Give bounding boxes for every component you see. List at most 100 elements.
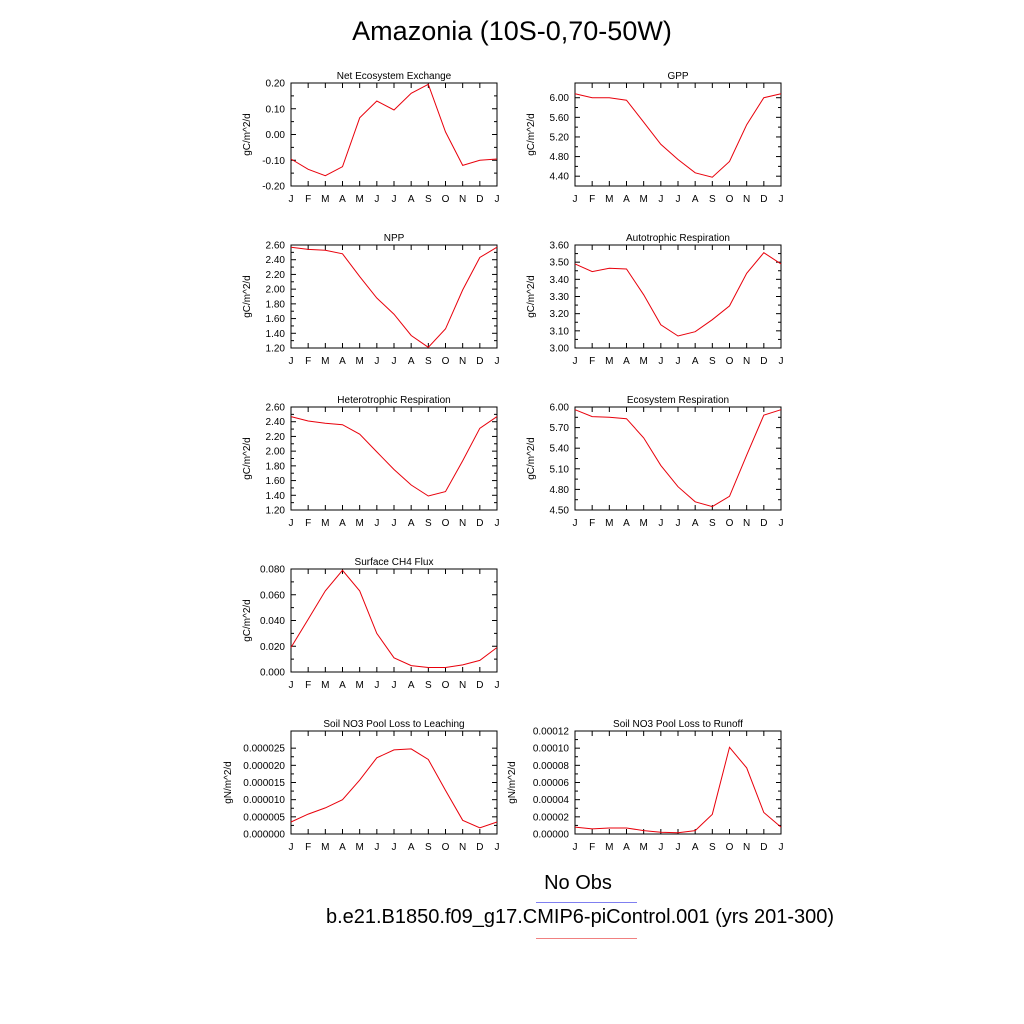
panel-5-title: Heterotrophic Respiration	[337, 395, 450, 406]
panel-5-xtick-label: F	[305, 518, 311, 529]
panel-6-xtick-label: J	[573, 518, 578, 529]
panel-8-frame	[290, 730, 498, 835]
panel-6-xtick-label: O	[726, 518, 734, 529]
panel-7-xtick-label: N	[459, 680, 466, 691]
panel-4-ytick-label: 3.20	[550, 309, 570, 320]
panel-2-xtick-label: J	[658, 194, 663, 205]
panel-9-xtick-label: A	[623, 842, 630, 853]
panel-3-xtick-label: M	[321, 356, 329, 367]
panel-1-xtick-label: D	[476, 194, 483, 205]
panel-3-xtick-label: O	[442, 356, 450, 367]
panel-7-title: Surface CH4 Flux	[355, 557, 434, 568]
panel-7-series-line	[290, 569, 498, 668]
figure-title: Amazonia (10S-0,70-50W)	[352, 16, 672, 46]
panel-1-ytick-label: -0.20	[262, 182, 285, 193]
panel-9-xtick-label: F	[589, 842, 595, 853]
panel-1-ylabel: gC/m^2/d	[242, 113, 253, 156]
panel-3-xtick-label: D	[476, 356, 483, 367]
panel-4-xtick-label: J	[676, 356, 681, 367]
panel-1-xtick-label: O	[442, 194, 450, 205]
panel-6-xtick-label: S	[709, 518, 716, 529]
panel-6-xtick-label: J	[676, 518, 681, 529]
panel-9-ytick-label: 0.00010	[533, 744, 570, 755]
panel-3-ytick-label: 1.60	[266, 314, 286, 325]
panel-7-xtick-label: A	[339, 680, 346, 691]
panel-6-ylabel: gC/m^2/d	[526, 437, 537, 480]
panel-5-ytick-label: 2.40	[266, 417, 286, 428]
panel-2-xtick-label: J	[779, 194, 784, 205]
panel-4-ylabel: gC/m^2/d	[526, 275, 537, 318]
panel-5-xtick-label: M	[355, 518, 363, 529]
panel-3-ytick-label: 2.40	[266, 255, 286, 266]
panel-7-xtick-label: A	[408, 680, 415, 691]
panel-4-xtick-label: O	[726, 356, 734, 367]
panel-3-ytick-label: 1.20	[266, 344, 286, 355]
panel-2-xtick-label: A	[692, 194, 699, 205]
panel-8-xtick-label: M	[321, 842, 329, 853]
panel-9-xtick-label: J	[676, 842, 681, 853]
panel-8-ylabel: gN/m^2/d	[223, 761, 234, 804]
panel-4-xtick-label: J	[779, 356, 784, 367]
panel-9-xtick-label: J	[779, 842, 784, 853]
panel-1-series-line	[290, 83, 498, 177]
panel-9-xtick-label: N	[743, 842, 750, 853]
panel-4-xtick-label: F	[589, 356, 595, 367]
panel-9-ytick-label: 0.00012	[533, 727, 570, 738]
panel-3-xtick-label: J	[374, 356, 379, 367]
panel-8-xtick-label: J	[374, 842, 379, 853]
panel-1-title: Net Ecosystem Exchange	[337, 71, 452, 82]
panel-6-series-line	[574, 409, 782, 508]
panel-7-ytick-label: 0.000	[260, 668, 285, 679]
panel-6-xtick-label: J	[658, 518, 663, 529]
panel-9-frame	[574, 730, 782, 835]
panel-5-xtick-label: N	[459, 518, 466, 529]
panel-8-xtick-label: O	[442, 842, 450, 853]
panel-1-xtick-label: A	[408, 194, 415, 205]
panel-1-ytick-label: 0.00	[266, 130, 286, 141]
panel-7-xtick-label: J	[289, 680, 294, 691]
panel-3-ytick-label: 2.60	[266, 241, 286, 252]
panel-2-ytick-label: 5.20	[550, 132, 570, 143]
panel-4-xtick-label: J	[658, 356, 663, 367]
panel-4-ytick-label: 3.50	[550, 258, 570, 269]
panel-9-xtick-label: J	[658, 842, 663, 853]
panel-6-frame	[574, 406, 782, 511]
panel-6-xtick-label: J	[779, 518, 784, 529]
panel-8-xtick-label: N	[459, 842, 466, 853]
panel-4-xtick-label: A	[692, 356, 699, 367]
panel-7-xtick-label: S	[425, 680, 432, 691]
panel-2-xtick-label: A	[623, 194, 630, 205]
panel-2-xtick-label: J	[573, 194, 578, 205]
panel-2-frame	[574, 82, 782, 187]
panel-5-xtick-label: M	[321, 518, 329, 529]
panel-7-ytick-label: 0.040	[260, 616, 285, 627]
panel-7-xtick-label: J	[392, 680, 397, 691]
panel-8-xtick-label: J	[289, 842, 294, 853]
panel-2-xtick-label: F	[589, 194, 595, 205]
panel-2-xtick-label: N	[743, 194, 750, 205]
panel-9-series-line	[574, 746, 782, 834]
panel-4-frame	[574, 244, 782, 349]
panel-1-xtick-label: S	[425, 194, 432, 205]
panel-1-xtick-label: J	[495, 194, 500, 205]
panel-5-xtick-label: J	[289, 518, 294, 529]
panel-6-xtick-label: D	[760, 518, 767, 529]
panel-4-xtick-label: M	[605, 356, 613, 367]
panel-5-ytick-label: 1.20	[266, 506, 286, 517]
panel-3-xtick-label: A	[339, 356, 346, 367]
panel-6-xtick-label: M	[605, 518, 613, 529]
legend-obs-line	[536, 902, 637, 903]
panel-3-ytick-label: 2.20	[266, 270, 286, 281]
panel-4-xtick-label: N	[743, 356, 750, 367]
panel-6-xtick-label: N	[743, 518, 750, 529]
panel-8-xtick-label: D	[476, 842, 483, 853]
panel-9-ytick-label: 0.00008	[533, 761, 570, 772]
panel-2-title: GPP	[667, 71, 688, 82]
panel-5-ytick-label: 2.00	[266, 447, 286, 458]
panel-2-ytick-label: 4.80	[550, 152, 570, 163]
panel-9-ytick-label: 0.00002	[533, 812, 570, 823]
panel-5-ylabel: gC/m^2/d	[242, 437, 253, 480]
panel-2-ytick-label: 6.00	[550, 93, 570, 104]
panel-8-xtick-label: J	[495, 842, 500, 853]
